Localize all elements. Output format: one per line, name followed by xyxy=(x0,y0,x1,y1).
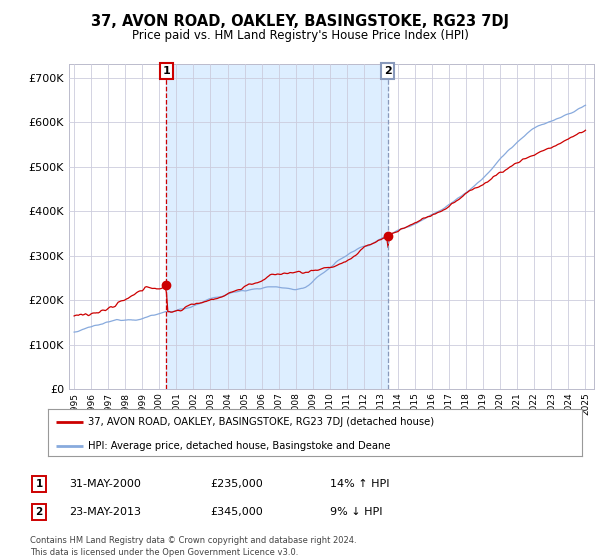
Text: 2: 2 xyxy=(384,66,391,76)
Text: HPI: Average price, detached house, Basingstoke and Deane: HPI: Average price, detached house, Basi… xyxy=(88,441,391,451)
Text: 1: 1 xyxy=(163,66,170,76)
Text: Contains HM Land Registry data © Crown copyright and database right 2024.
This d: Contains HM Land Registry data © Crown c… xyxy=(30,536,356,557)
Text: 9% ↓ HPI: 9% ↓ HPI xyxy=(330,507,383,517)
Text: 37, AVON ROAD, OAKLEY, BASINGSTOKE, RG23 7DJ (detached house): 37, AVON ROAD, OAKLEY, BASINGSTOKE, RG23… xyxy=(88,417,434,427)
Text: 37, AVON ROAD, OAKLEY, BASINGSTOKE, RG23 7DJ: 37, AVON ROAD, OAKLEY, BASINGSTOKE, RG23… xyxy=(91,14,509,29)
Text: £345,000: £345,000 xyxy=(210,507,263,517)
Text: £235,000: £235,000 xyxy=(210,479,263,489)
Bar xyxy=(166,64,388,389)
Text: 31-MAY-2000: 31-MAY-2000 xyxy=(69,479,141,489)
Text: 14% ↑ HPI: 14% ↑ HPI xyxy=(330,479,389,489)
Text: Price paid vs. HM Land Registry's House Price Index (HPI): Price paid vs. HM Land Registry's House … xyxy=(131,29,469,42)
Text: 23-MAY-2013: 23-MAY-2013 xyxy=(69,507,141,517)
Text: 2: 2 xyxy=(35,507,43,517)
Text: 1: 1 xyxy=(35,479,43,489)
